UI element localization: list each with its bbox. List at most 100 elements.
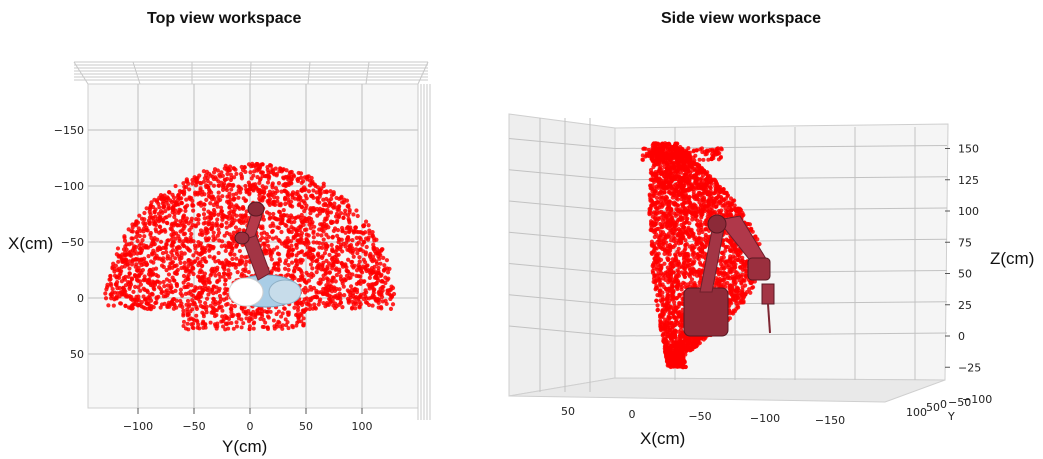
top-view-point [259,225,264,230]
top-view-point [185,284,190,290]
top-view-point [203,226,208,231]
top-view-point [299,302,305,307]
side-view-point [662,190,667,195]
top-view-point [142,234,147,239]
side-view-point [672,243,677,248]
top-view-point [103,291,108,296]
top-view-point [156,285,162,290]
top-view-point [197,326,202,331]
top-view-point [214,290,219,295]
top-view-point [241,267,246,272]
top-view-point [315,196,320,201]
top-view-point [165,283,170,288]
top-view-point [230,256,235,262]
top-view-x-ticks: −100 −50 0 50 100 [123,408,373,433]
top-view-point [164,250,169,255]
top-view-point [227,223,233,228]
top-view-point [146,295,151,300]
top-view-x-tick: 100 [352,420,373,433]
top-view-point [261,317,266,322]
top-view-point [305,177,310,182]
top-view-point [191,208,196,213]
top-view-point [378,273,383,278]
top-view-point [172,214,177,220]
top-view-point [354,273,359,278]
side-view-point [666,141,671,146]
top-view-point [287,170,293,175]
top-view-point [204,231,209,236]
top-view-point [106,303,111,308]
side-view-point [665,265,670,270]
top-view-point [338,195,344,201]
top-view-point [357,304,362,309]
top-view-point [321,273,326,278]
top-view-point [216,212,221,217]
top-view-point [135,231,140,236]
top-view-point [142,274,147,279]
top-view-point [237,248,242,254]
top-view-point [158,224,163,230]
top-view-point [284,182,289,187]
top-view-point [196,251,201,256]
top-view-point [177,237,182,242]
top-view-point [336,207,342,212]
top-view-point [114,282,119,288]
top-view-point [234,191,239,196]
top-view-point [158,208,164,214]
top-view-point [117,294,122,299]
top-view-point [265,167,270,173]
top-view-y-label: X(cm) [8,234,53,253]
top-view-point [308,193,314,199]
top-view-point [220,239,225,244]
top-view-point [288,180,293,185]
top-view-point [273,191,278,196]
side-view-point [660,141,665,146]
top-view-point [363,219,369,224]
top-view-point [296,300,301,306]
top-view-point [248,311,253,316]
top-view-point [239,176,245,181]
top-view-point [219,244,224,249]
top-view-point [159,263,165,268]
top-view-point [136,285,141,290]
top-view-point [148,230,153,236]
top-view-point [142,277,147,282]
top-view-point [373,274,379,279]
top-view-point [297,201,302,207]
top-view-point [177,189,182,194]
top-view-point [321,183,326,189]
top-view-point [338,300,343,305]
top-view-point [169,289,174,294]
top-view-point [311,235,316,240]
top-view-point [173,256,178,261]
side-view-point [675,181,680,186]
top-view-x-tick: 0 [247,420,254,433]
top-view-point [348,225,353,230]
top-view-point [201,169,206,174]
top-view-point [206,222,211,227]
top-view-point [338,296,343,302]
top-view-point [217,293,223,299]
top-view-point [307,215,312,220]
top-view-point [164,198,169,203]
top-view-point [324,190,329,195]
side-view-point [695,218,700,223]
top-view-point [286,263,291,268]
side-view-point [732,203,737,208]
top-view-point [373,281,379,286]
top-view-point [377,256,382,261]
top-view-point [351,212,356,217]
top-view-x-tick: −100 [123,420,153,433]
top-view-point [182,251,187,256]
top-view-point [334,253,339,258]
top-view-point [358,237,363,242]
top-view-point [292,268,297,273]
top-view-point [308,284,313,290]
top-view-point [162,283,167,289]
top-view-point [380,285,385,290]
top-view-point [348,284,354,289]
top-view-point [257,180,262,186]
top-view-point [260,162,265,167]
top-view-point [162,301,167,306]
top-view-point [228,252,233,257]
